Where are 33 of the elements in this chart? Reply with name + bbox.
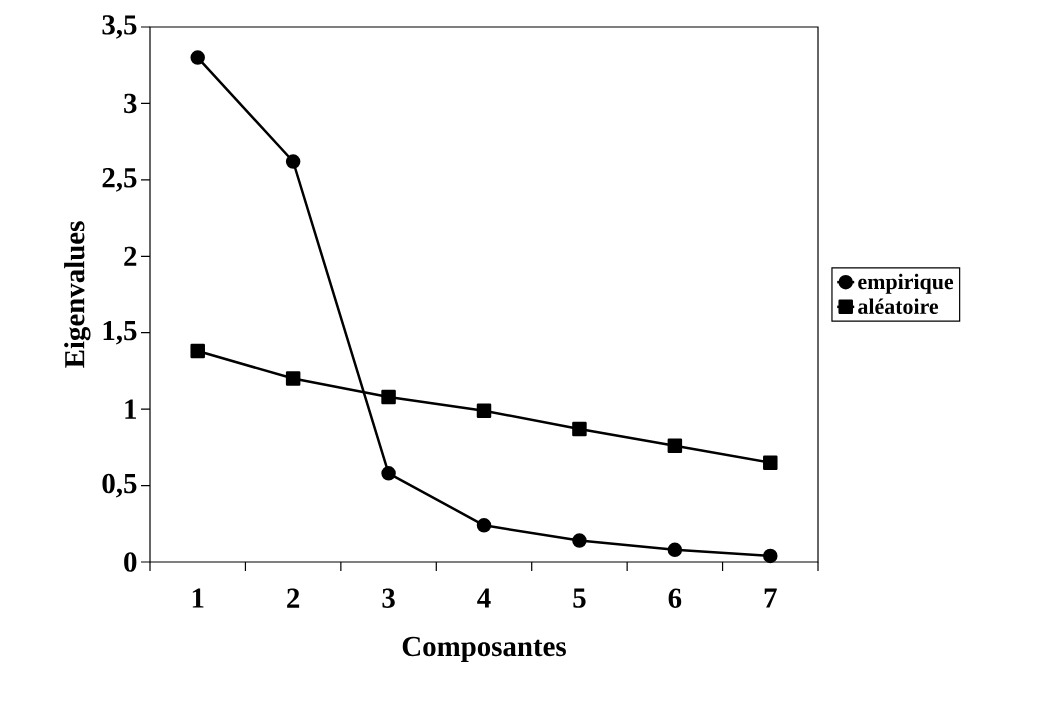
y-tick-label: 3 — [124, 93, 137, 114]
y-axis-title: Eigenvalues — [64, 221, 91, 368]
point — [763, 455, 778, 470]
x-tick-label: 2 — [287, 588, 300, 608]
point — [285, 371, 301, 386]
point — [285, 154, 301, 169]
point — [572, 533, 587, 548]
point — [667, 542, 683, 558]
point — [667, 438, 683, 454]
x-tick-label: 4 — [477, 588, 491, 608]
y-tick-label: 0 — [124, 552, 137, 572]
point — [763, 548, 778, 564]
x-tick-label: 3 — [382, 588, 395, 608]
x-tick-label: 6 — [668, 588, 682, 608]
legend-label: empirique — [858, 273, 954, 294]
x-tick-label: 7 — [764, 588, 777, 608]
y-tick-label: 0,5 — [102, 473, 137, 498]
y-tick-label: 3,5 — [102, 15, 137, 39]
point — [381, 466, 396, 481]
point — [190, 343, 205, 359]
x-tick-label: 5 — [573, 588, 586, 608]
x-axis-title: Composantes — [402, 636, 566, 663]
point — [476, 518, 492, 533]
y-tick-label: 2 — [124, 246, 137, 266]
y-tick-label: 1 — [125, 399, 136, 419]
point — [572, 421, 587, 437]
point — [476, 403, 492, 418]
x-tick-label: 1 — [192, 588, 204, 608]
point — [381, 389, 396, 405]
y-tick-label: 2,5 — [102, 168, 137, 192]
legend-label: aléatoire — [858, 298, 939, 314]
y-tick-label: 1,5 — [103, 320, 137, 345]
point — [190, 50, 205, 65]
